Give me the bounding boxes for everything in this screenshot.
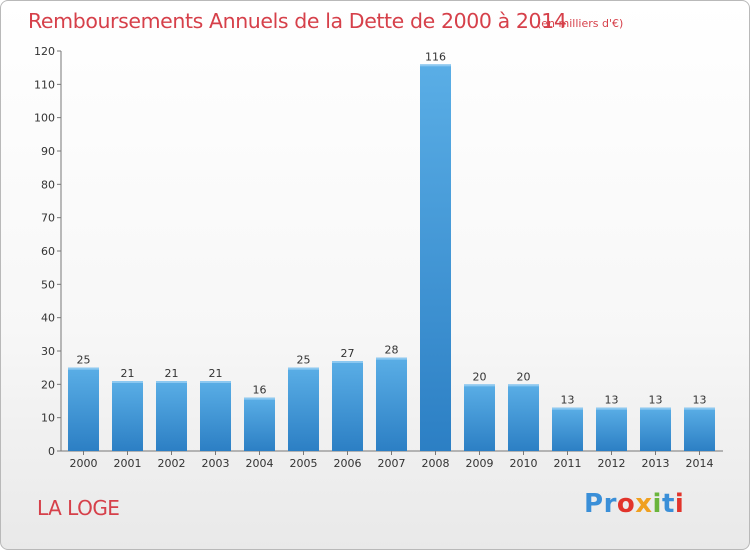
bar-top-highlight bbox=[640, 407, 671, 410]
bar-top-highlight bbox=[112, 381, 143, 383]
logo-letter: x bbox=[635, 489, 653, 519]
x-tick-label-2012: 2012 bbox=[598, 457, 626, 470]
x-tick-label-2011: 2011 bbox=[554, 457, 582, 470]
logo-letter: i bbox=[674, 489, 685, 519]
x-tick-label-2002: 2002 bbox=[158, 457, 186, 470]
logo-letter: r bbox=[603, 489, 617, 519]
bar-top-highlight bbox=[376, 357, 407, 360]
bar-top-highlight bbox=[68, 367, 99, 370]
bar-2012 bbox=[596, 407, 627, 451]
x-tick-label-2009: 2009 bbox=[466, 457, 494, 470]
logo-letter: P bbox=[584, 489, 604, 519]
bar-top-highlight bbox=[596, 407, 627, 410]
chart-bars: 25 21 21 21 16 25 27 28 116 20 20 13 13 13 13 bbox=[68, 50, 715, 452]
place-name: LA LOGE bbox=[37, 496, 120, 520]
bar-2011 bbox=[552, 407, 583, 451]
data-label-2004: 16 bbox=[253, 384, 267, 397]
chart-axes: 0 10 20 30 40 50 60 70 80 90 100 110 120 2000 2001 2002… bbox=[34, 45, 723, 470]
x-tick-label-2013: 2013 bbox=[642, 457, 670, 470]
y-tick-label: 60 bbox=[41, 245, 55, 258]
data-label-2014: 13 bbox=[693, 394, 707, 407]
y-tick-label: 20 bbox=[41, 378, 55, 391]
bar-top-highlight bbox=[552, 407, 583, 410]
x-tick-label-2004: 2004 bbox=[246, 457, 274, 470]
logo-letter: o bbox=[616, 489, 636, 519]
bar-top-highlight bbox=[464, 384, 495, 387]
data-label-2010: 20 bbox=[517, 370, 531, 383]
y-tick-label: 70 bbox=[41, 212, 55, 225]
x-tick-label-2001: 2001 bbox=[114, 457, 142, 470]
data-label-2002: 21 bbox=[165, 367, 179, 380]
bar-2013 bbox=[640, 407, 671, 451]
logo-letter: t bbox=[661, 489, 675, 519]
y-tick-label: 10 bbox=[41, 412, 55, 425]
bar-2000 bbox=[68, 367, 99, 451]
logo-letter: i bbox=[652, 489, 662, 519]
y-tick-label: 120 bbox=[34, 45, 55, 58]
bar-2005 bbox=[288, 367, 319, 451]
chart-subtitle: (en milliers d'€) bbox=[537, 17, 624, 30]
y-tick-label: 110 bbox=[34, 78, 55, 91]
x-tick-label-2000: 2000 bbox=[70, 457, 98, 470]
bar-top-highlight bbox=[508, 384, 539, 387]
bar-2006 bbox=[332, 361, 363, 451]
bar-top-highlight bbox=[420, 64, 451, 67]
data-label-2007: 28 bbox=[385, 344, 399, 357]
y-tick-label: 40 bbox=[41, 312, 55, 325]
bar-top-highlight bbox=[244, 397, 275, 400]
chart-title: Remboursements Annuels de la Dette de 20… bbox=[28, 9, 567, 33]
bar-top-highlight bbox=[200, 381, 231, 383]
data-label-2001: 21 bbox=[121, 367, 135, 380]
bar-2009 bbox=[464, 384, 495, 451]
y-tick-label: 100 bbox=[34, 112, 55, 125]
bar-2003 bbox=[200, 381, 231, 451]
x-tick-label-2014: 2014 bbox=[686, 457, 714, 470]
bar-top-highlight bbox=[288, 367, 319, 370]
y-tick-label: 50 bbox=[41, 278, 55, 291]
x-tick-label-2008: 2008 bbox=[422, 457, 450, 470]
bar-2010 bbox=[508, 384, 539, 451]
y-tick-label: 80 bbox=[41, 178, 55, 191]
x-tick-label-2010: 2010 bbox=[510, 457, 538, 470]
data-label-2009: 20 bbox=[473, 370, 487, 383]
data-label-2008: 116 bbox=[425, 50, 446, 63]
bar-2014 bbox=[684, 407, 715, 451]
data-label-2012: 13 bbox=[605, 394, 619, 407]
data-label-2006: 27 bbox=[341, 347, 355, 360]
data-label-2011: 13 bbox=[561, 394, 575, 407]
bar-top-highlight bbox=[684, 407, 715, 410]
x-tick-label-2005: 2005 bbox=[290, 457, 318, 470]
bar-2001 bbox=[112, 381, 143, 451]
bar-2007 bbox=[376, 357, 407, 451]
data-label-2013: 13 bbox=[649, 394, 663, 407]
data-label-2000: 25 bbox=[77, 354, 91, 367]
bar-top-highlight bbox=[332, 361, 363, 363]
bar-top-highlight bbox=[156, 381, 187, 383]
bar-2002 bbox=[156, 381, 187, 451]
y-tick-label: 90 bbox=[41, 145, 55, 158]
bar-2004 bbox=[244, 397, 275, 451]
bar-2008 bbox=[420, 64, 451, 452]
y-tick-label: 0 bbox=[48, 445, 55, 458]
data-label-2005: 25 bbox=[297, 354, 311, 367]
x-tick-label-2007: 2007 bbox=[378, 457, 406, 470]
y-tick-label: 30 bbox=[41, 345, 55, 358]
x-tick-label-2003: 2003 bbox=[202, 457, 230, 470]
x-tick-label-2006: 2006 bbox=[334, 457, 362, 470]
data-label-2003: 21 bbox=[209, 367, 223, 380]
proxiti-logo: Proxiti bbox=[584, 489, 684, 519]
